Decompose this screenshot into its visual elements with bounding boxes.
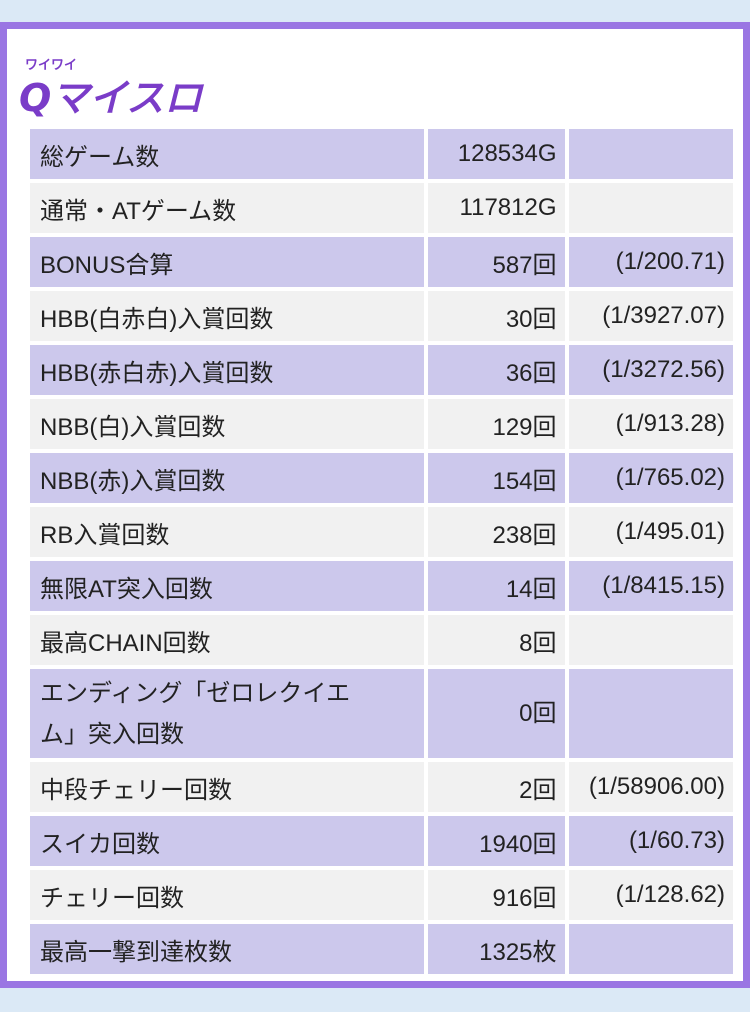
- table-row: 中段チェリー回数 2回 (1/58906.00): [30, 762, 733, 812]
- row-rate: (1/913.28): [568, 399, 733, 449]
- row-label: エンディング「ゼロレクイエ ム」突入回数: [30, 669, 425, 758]
- table-row: HBB(赤白赤)入賞回数 36回 (1/3272.56): [30, 345, 733, 395]
- table-row: 最高CHAIN回数 8回: [30, 615, 733, 665]
- table-row: エンディング「ゼロレクイエ ム」突入回数 0回: [30, 669, 733, 758]
- row-rate: (1/58906.00): [568, 762, 733, 812]
- row-rate: [568, 183, 733, 233]
- row-value: 36回: [428, 345, 565, 395]
- row-label: 最高CHAIN回数: [30, 615, 425, 665]
- row-value: 1940回: [428, 816, 565, 866]
- row-value: 916回: [428, 870, 565, 920]
- row-label: スイカ回数: [30, 816, 425, 866]
- row-rate: [568, 615, 733, 665]
- row-value: 8回: [428, 615, 565, 665]
- logo-main: Qマイスロ: [19, 76, 205, 120]
- table-row: 最高一撃到達枚数 1325枚: [30, 924, 733, 974]
- row-label: チェリー回数: [30, 870, 425, 920]
- row-rate: [568, 924, 733, 974]
- table-row: NBB(白)入賞回数 129回 (1/913.28): [30, 399, 733, 449]
- row-rate: (1/3272.56): [568, 345, 733, 395]
- row-rate: (1/128.62): [568, 870, 733, 920]
- row-rate: (1/200.71): [568, 237, 733, 287]
- row-label: NBB(白)入賞回数: [30, 399, 425, 449]
- table-row: BONUS合算 587回 (1/200.71): [30, 237, 733, 287]
- table-row: 無限AT突入回数 14回 (1/8415.15): [30, 561, 733, 611]
- table-row: NBB(赤)入賞回数 154回 (1/765.02): [30, 453, 733, 503]
- table-row: RB入賞回数 238回 (1/495.01): [30, 507, 733, 557]
- row-rate: (1/3927.07): [568, 291, 733, 341]
- row-label: 中段チェリー回数: [30, 762, 425, 812]
- row-label: 通常・ATゲーム数: [30, 183, 425, 233]
- row-value: 2回: [428, 762, 565, 812]
- table-row: 総ゲーム数 128534G: [30, 129, 733, 179]
- row-label: BONUS合算: [30, 237, 425, 287]
- row-label: 無限AT突入回数: [30, 561, 425, 611]
- table-row: スイカ回数 1940回 (1/60.73): [30, 816, 733, 866]
- qmaislo-logo: ワイワイ Qマイスロ: [15, 51, 215, 122]
- row-rate: [568, 129, 733, 179]
- row-value: 30回: [428, 291, 565, 341]
- row-value: 587回: [428, 237, 565, 287]
- row-rate: (1/495.01): [568, 507, 733, 557]
- row-label: HBB(赤白赤)入賞回数: [30, 345, 425, 395]
- table-row: 通常・ATゲーム数 117812G: [30, 183, 733, 233]
- table-row: チェリー回数 916回 (1/128.62): [30, 870, 733, 920]
- row-label: HBB(白赤白)入賞回数: [30, 291, 425, 341]
- row-rate: [568, 669, 733, 758]
- stats-panel: ワイワイ Qマイスロ 総ゲーム数 128534G 通常・ATゲーム数 117812G B…: [0, 22, 750, 988]
- row-value: 238回: [428, 507, 565, 557]
- row-value: 154回: [428, 453, 565, 503]
- row-value: 129回: [428, 399, 565, 449]
- row-rate: (1/8415.15): [568, 561, 733, 611]
- table-row: HBB(白赤白)入賞回数 30回 (1/3927.07): [30, 291, 733, 341]
- row-rate: (1/60.73): [568, 816, 733, 866]
- row-value: 1325枚: [428, 924, 565, 974]
- row-label: NBB(赤)入賞回数: [30, 453, 425, 503]
- row-value: 117812G: [428, 183, 565, 233]
- logo-ruby: ワイワイ: [25, 58, 77, 73]
- row-value: 14回: [428, 561, 565, 611]
- row-label: RB入賞回数: [30, 507, 425, 557]
- stats-table: 総ゲーム数 128534G 通常・ATゲーム数 117812G BONUS合算 587回(…: [26, 125, 737, 978]
- row-label: 最高一撃到達枚数: [30, 924, 425, 974]
- row-rate: (1/765.02): [568, 453, 733, 503]
- row-label: 総ゲーム数: [30, 129, 425, 179]
- row-value: 0回: [428, 669, 565, 758]
- row-value: 128534G: [428, 129, 565, 179]
